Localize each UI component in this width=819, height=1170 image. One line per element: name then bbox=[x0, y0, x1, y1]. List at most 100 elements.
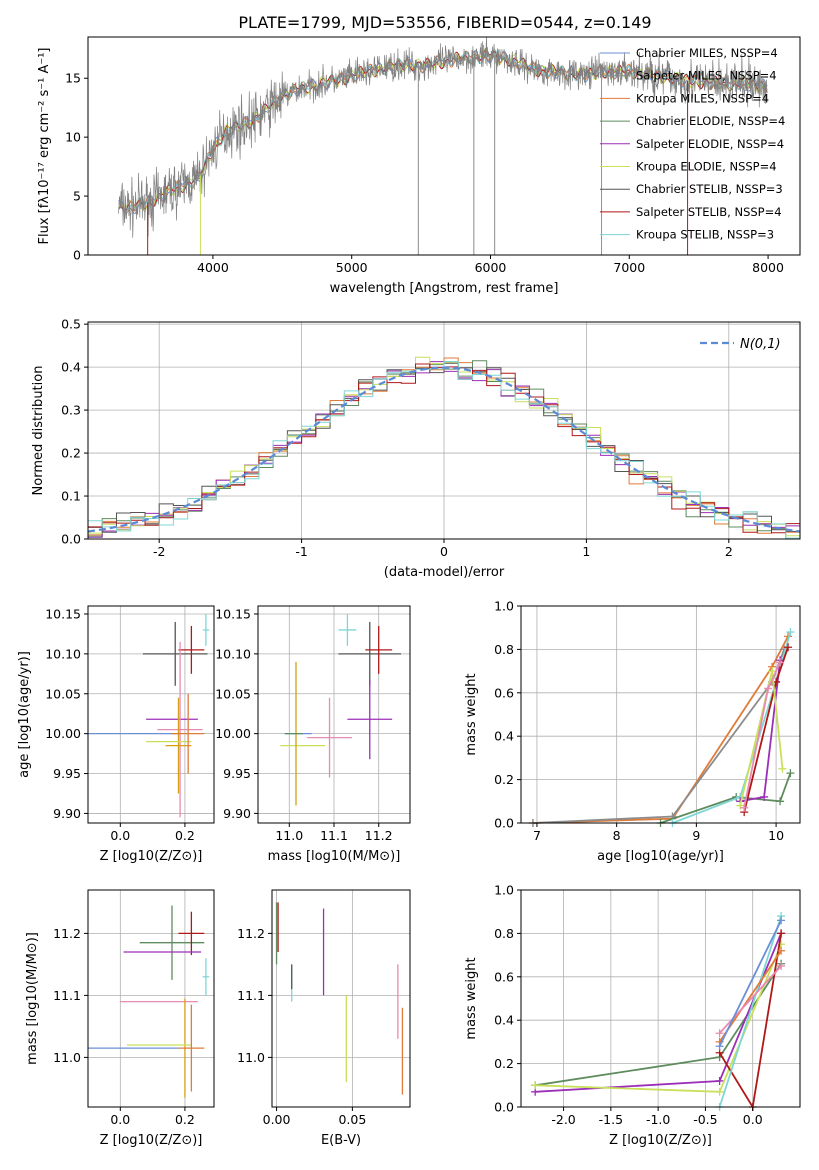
x-tick-label: 0.0 bbox=[110, 1112, 130, 1127]
x-tick-label: 11.2 bbox=[365, 828, 393, 843]
legend-label: Salpeter ELODIE, NSSP=4 bbox=[636, 137, 784, 151]
x-axis-label: wavelength [Angstrom, rest frame] bbox=[330, 281, 559, 296]
x-tick-label: 0.2 bbox=[175, 1112, 195, 1127]
y-tick-label: 11.0 bbox=[53, 1050, 81, 1065]
figure-title: PLATE=1799, MJD=53556, FIBERID=0544, z=0… bbox=[238, 13, 651, 32]
x-tick-label: -1 bbox=[295, 544, 307, 559]
legend-label: Kroupa MILES, NSSP=4 bbox=[636, 91, 769, 105]
x-tick-label: 0.0 bbox=[743, 1112, 763, 1127]
x-tick-label: 0.0 bbox=[110, 828, 130, 843]
x-tick-label: 11.1 bbox=[320, 828, 348, 843]
x-axis-label: E(B-V) bbox=[321, 1133, 361, 1148]
mass-weight-marker bbox=[776, 797, 785, 806]
x-axis-label: age [log10(age/yr)] bbox=[597, 849, 724, 864]
legend-label: Chabrier MILES, NSSP=4 bbox=[636, 46, 778, 60]
y-tick-label: 9.90 bbox=[223, 806, 251, 821]
y-tick-label: 0.0 bbox=[494, 1100, 514, 1115]
y-tick-label: 10.00 bbox=[45, 726, 81, 741]
x-tick-label: 11.0 bbox=[275, 828, 303, 843]
x-tick-label: -2.0 bbox=[551, 1112, 575, 1127]
legend-label: Chabrier ELODIE, NSSP=4 bbox=[636, 114, 785, 128]
mass-weight-marker bbox=[777, 916, 786, 925]
y-tick-label: 10.10 bbox=[45, 646, 81, 661]
legend-label: N(0,1) bbox=[740, 337, 781, 352]
y-tick-label: 0 bbox=[73, 248, 81, 263]
mass-weight-marker bbox=[764, 684, 773, 693]
y-tick-label: 0.6 bbox=[494, 685, 514, 700]
axes-frame bbox=[87, 36, 801, 256]
y-tick-label: 11.1 bbox=[53, 988, 81, 1003]
y-tick-label: 15 bbox=[65, 71, 81, 86]
mass-weight-marker bbox=[760, 792, 769, 801]
legend-label: Salpeter MILES, NSSP=4 bbox=[636, 69, 777, 83]
axes-frame bbox=[520, 605, 801, 824]
legend-label: Salpeter STELIB, NSSP=4 bbox=[636, 205, 782, 219]
mass-weight-marker bbox=[768, 667, 777, 676]
x-axis-label: Z [log10(Z/Z⊙)] bbox=[100, 1133, 203, 1148]
y-tick-label: 0.4 bbox=[61, 360, 81, 375]
x-tick-label: 5000 bbox=[336, 260, 368, 275]
y-tick-label: 0.3 bbox=[61, 403, 81, 418]
mass-weight-marker bbox=[715, 1029, 724, 1038]
y-tick-label: 1.0 bbox=[494, 599, 514, 614]
x-tick-label: -0.5 bbox=[693, 1112, 717, 1127]
mass-weight-marker bbox=[740, 803, 749, 812]
mass-weight-line bbox=[660, 772, 792, 824]
x-tick-label: 7 bbox=[533, 828, 541, 843]
y-tick-label: 0.1 bbox=[61, 489, 81, 504]
y-axis-label: Normed distribution bbox=[31, 366, 46, 496]
mass-weight-line bbox=[718, 965, 782, 1034]
y-axis-label: mass weight bbox=[464, 673, 479, 755]
y-axis-label: Flux [fλ10⁻¹⁷ erg cm⁻² s⁻¹ A⁻¹] bbox=[37, 48, 52, 245]
x-tick-label: 0.05 bbox=[338, 1112, 366, 1127]
x-tick-label: 1 bbox=[582, 544, 590, 559]
spectrum-data-line bbox=[118, 37, 768, 238]
mass-weight-line bbox=[718, 920, 782, 1047]
mass-weight-marker bbox=[777, 929, 786, 938]
mass-weight-marker bbox=[715, 1042, 724, 1051]
y-tick-label: 0.4 bbox=[494, 729, 514, 744]
x-tick-label: -2 bbox=[153, 544, 165, 559]
y-tick-label: 0.2 bbox=[494, 1056, 514, 1071]
x-tick-label: 10 bbox=[768, 828, 784, 843]
y-tick-label: 11.1 bbox=[237, 988, 265, 1003]
residual-histogram bbox=[88, 361, 800, 539]
y-tick-label: 10.05 bbox=[45, 686, 81, 701]
mass-weight-line bbox=[718, 915, 782, 1108]
axes-frame bbox=[271, 889, 411, 1108]
mass-weight-line bbox=[532, 635, 789, 824]
y-axis-label: mass weight bbox=[464, 957, 479, 1039]
x-tick-label: 0.00 bbox=[263, 1112, 291, 1127]
spectrum-model-line bbox=[118, 48, 768, 212]
y-tick-label: 0.6 bbox=[494, 969, 514, 984]
y-tick-label: 1.0 bbox=[494, 883, 514, 898]
mass-weight-marker bbox=[776, 658, 785, 667]
mass-weight-marker bbox=[778, 764, 787, 773]
x-tick-label: 2 bbox=[725, 544, 733, 559]
y-tick-label: 11.2 bbox=[237, 926, 265, 941]
y-tick-label: 0.4 bbox=[494, 1013, 514, 1028]
x-tick-label: 9 bbox=[692, 828, 700, 843]
legend-label: Kroupa ELODIE, NSSP=4 bbox=[636, 160, 777, 174]
y-tick-label: 0.0 bbox=[61, 532, 81, 547]
axes-frame bbox=[87, 889, 215, 1108]
y-tick-label: 0.2 bbox=[494, 772, 514, 787]
x-tick-label: 8 bbox=[613, 828, 621, 843]
y-tick-label: 10.15 bbox=[45, 606, 81, 621]
x-axis-label: mass [log10(M/M⊙)] bbox=[268, 849, 401, 864]
mass-weight-marker bbox=[715, 1087, 724, 1096]
spectrum-model-line bbox=[118, 49, 768, 212]
y-tick-label: 5 bbox=[73, 189, 81, 204]
y-tick-label: 10.00 bbox=[215, 726, 251, 741]
mass-weight-marker bbox=[786, 628, 795, 637]
x-axis-label: (data-model)/error bbox=[384, 565, 505, 580]
legend-label: Chabrier STELIB, NSSP=3 bbox=[636, 182, 783, 196]
y-tick-label: 0.2 bbox=[61, 446, 81, 461]
mass-weight-marker bbox=[786, 769, 795, 778]
mass-weight-marker bbox=[715, 1076, 724, 1085]
y-tick-label: 11.2 bbox=[53, 926, 81, 941]
y-tick-label: 0.8 bbox=[494, 642, 514, 657]
y-tick-label: 9.95 bbox=[53, 766, 81, 781]
y-tick-label: 0.0 bbox=[494, 816, 514, 831]
